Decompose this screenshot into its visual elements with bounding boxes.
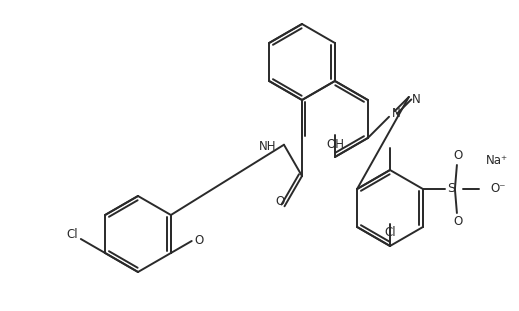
Text: Cl: Cl (66, 228, 78, 240)
Text: O⁻: O⁻ (490, 183, 506, 196)
Text: N: N (412, 94, 420, 106)
Text: S: S (447, 183, 455, 196)
Text: Cl: Cl (384, 226, 396, 239)
Text: O: O (275, 195, 284, 208)
Text: OH: OH (326, 138, 344, 151)
Text: NH: NH (258, 140, 276, 153)
Text: Na⁺: Na⁺ (486, 154, 508, 166)
Text: N: N (392, 107, 400, 120)
Text: O: O (194, 234, 203, 247)
Text: O: O (453, 216, 462, 229)
Text: O: O (453, 150, 462, 163)
